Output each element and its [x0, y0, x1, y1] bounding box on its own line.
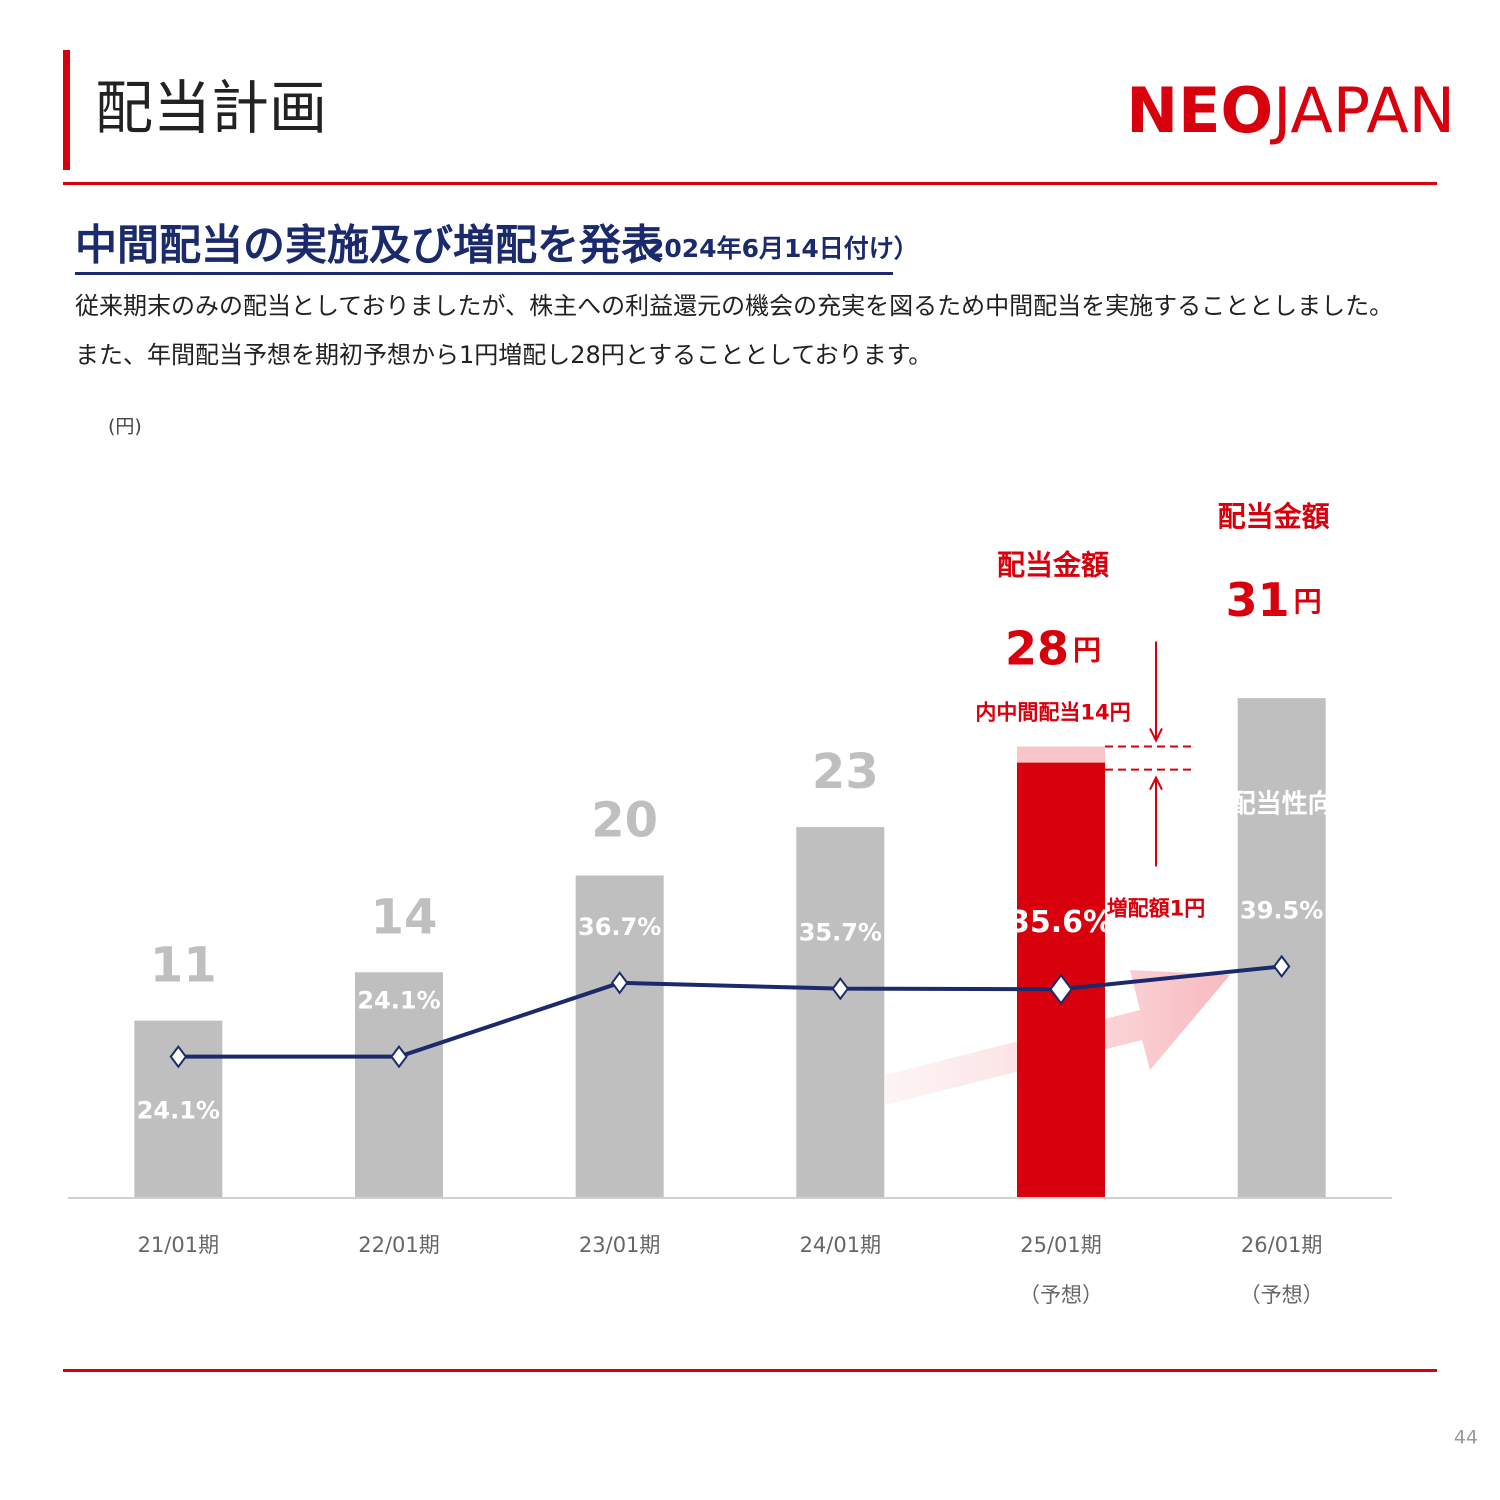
- logo-bold: NEO: [1126, 74, 1273, 147]
- x-tick-label: 24/01期: [800, 1233, 882, 1257]
- payout-label: 24.1%: [137, 1097, 220, 1125]
- bar-value-label: 23: [812, 744, 879, 800]
- bar-value: 28: [1005, 621, 1069, 675]
- logo-light: JAPAN: [1269, 74, 1455, 147]
- arrow-head: [1149, 775, 1163, 791]
- x-tick-note: （予想）: [1019, 1283, 1103, 1307]
- bar-value-label: 11: [150, 938, 217, 994]
- payout-line: [178, 964, 1282, 1059]
- heading-underline: [75, 272, 893, 275]
- x-tick-label: 23/01期: [579, 1233, 661, 1257]
- page-number: 44: [1454, 1427, 1478, 1449]
- heading: 中間配当の実施及び増配を発表: [75, 221, 663, 270]
- payout-label: 35.6%: [1009, 905, 1113, 940]
- increase-segment: [1017, 746, 1105, 763]
- payout-label: 36.7%: [578, 913, 661, 941]
- payout-marker: [610, 971, 629, 995]
- bar: [796, 827, 885, 1198]
- payout-label: 35.7%: [799, 919, 882, 947]
- interim-label: 内中間配当14円: [975, 701, 1130, 725]
- bar: [575, 875, 664, 1198]
- x-tick-label: 21/01期: [138, 1233, 220, 1257]
- header-rule: [63, 182, 1437, 185]
- bar-value-label: 20: [591, 793, 658, 849]
- x-tick-label: 22/01期: [358, 1233, 440, 1257]
- bar-value-label: 14: [371, 889, 438, 945]
- bar-value-label: 31 円: [1226, 573, 1322, 627]
- payout-marker: [831, 977, 850, 1001]
- payout-marker: [169, 1045, 188, 1069]
- heading-note: （2024年6月14日付け）: [622, 234, 919, 263]
- payout-marker: [1049, 973, 1073, 1005]
- bar-value-unit: 円: [1294, 585, 1322, 618]
- x-tick-note: （予想）: [1240, 1283, 1324, 1307]
- series-name-annotation: 配当金額: [997, 549, 1109, 582]
- body-line: 従来期末のみの配当としておりましたが、株主への利益還元の機会の充実を図るため中間…: [75, 292, 1393, 320]
- payout-label: 24.1%: [357, 987, 440, 1015]
- series-name-label: 配当性向: [1230, 789, 1334, 820]
- title-accent: [63, 50, 70, 170]
- unit-label: (円): [108, 416, 142, 438]
- bar: [355, 972, 443, 1198]
- series-name-annotation: 配当金額: [1218, 500, 1330, 533]
- body-line: また、年間配当予想を期初予想から1円増配し28円とすることとしております。: [75, 341, 932, 369]
- x-tick-label: 26/01期: [1241, 1233, 1323, 1257]
- payout-marker: [1272, 954, 1291, 979]
- slide-title: 配当計画: [95, 74, 327, 142]
- bar-value-unit: 円: [1073, 634, 1101, 667]
- payout-marker: [390, 1045, 408, 1069]
- x-tick-label: 25/01期: [1020, 1233, 1102, 1257]
- logo: NEOJAPAN: [1126, 74, 1455, 147]
- bar: [1237, 698, 1326, 1198]
- footer-rule: [63, 1369, 1437, 1372]
- bar-value: 31: [1226, 573, 1290, 627]
- arrow-head: [1149, 728, 1163, 743]
- payout-label: 39.5%: [1240, 896, 1323, 924]
- bar: [1017, 746, 1105, 1198]
- increase-label: 増配額1円: [1107, 897, 1206, 921]
- bar-value-label: 28 円: [1005, 621, 1101, 675]
